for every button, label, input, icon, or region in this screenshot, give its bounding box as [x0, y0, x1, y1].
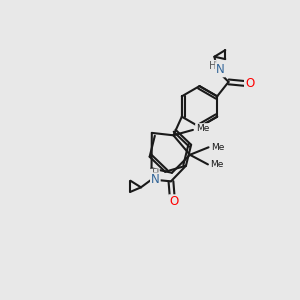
Text: H: H — [209, 61, 216, 71]
Text: H: H — [152, 169, 159, 179]
Text: O: O — [245, 77, 254, 90]
Text: Me: Me — [210, 160, 224, 169]
Text: Me: Me — [196, 124, 209, 133]
Text: O: O — [169, 195, 178, 208]
Text: N: N — [216, 63, 224, 76]
Text: N: N — [151, 173, 160, 186]
Text: Me: Me — [211, 143, 224, 152]
